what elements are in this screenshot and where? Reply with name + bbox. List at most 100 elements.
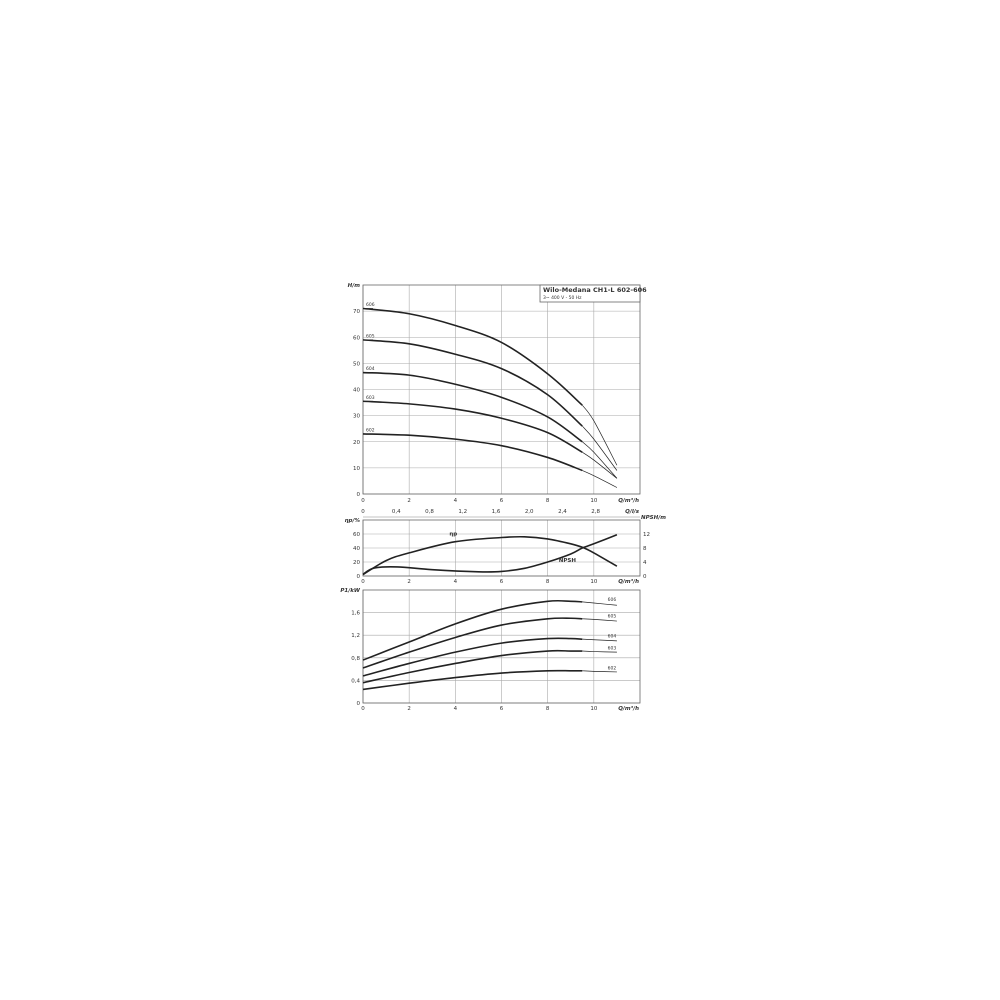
series-line-thick-605 <box>362 339 583 427</box>
x-tick-label: 6 <box>500 498 504 504</box>
y-tick-label: 1,6 <box>351 611 360 617</box>
series-line-NPSH <box>362 533 618 575</box>
series-line-thin-606 <box>582 404 618 466</box>
plot-frame <box>362 519 641 577</box>
series-line-thin-606 <box>582 601 617 606</box>
x-tick-label: 10 <box>590 498 597 504</box>
series-line-thin-603 <box>582 650 617 653</box>
y-tick-label: 50 <box>353 361 360 367</box>
y-tick-label: 1,2 <box>351 633 360 639</box>
x-tick-label: 0 <box>361 706 365 712</box>
series-line-p <box>362 535 618 576</box>
series-label: NPSH <box>559 558 577 564</box>
x-tick-label: 8 <box>546 579 550 585</box>
x-axis-label: Q/m³/h <box>618 578 639 585</box>
y-axis-label: P1/kW <box>340 588 361 594</box>
x-tick-label: 0 <box>361 579 365 585</box>
series-line-thin-604 <box>582 441 618 479</box>
secondary-x-tick-label: 0,4 <box>392 509 401 515</box>
series-label: 605 <box>366 333 375 339</box>
y-tick-label: 0 <box>357 701 361 707</box>
y-tick-label: 0,4 <box>351 678 360 684</box>
y-tick-label: 40 <box>353 546 360 552</box>
y-tick-label: 60 <box>353 532 360 538</box>
y-tick-label: 20 <box>353 560 360 566</box>
chart-panel-3: 0 2 4 6 8 10 0 0,4 0,8 1,2 1,6 P1/kW Q/m³/h 606 605 604… <box>340 588 641 712</box>
x-tick-label: 4 <box>454 579 458 585</box>
secondary-x-tick-label: 0,8 <box>425 509 434 515</box>
series-line-thin-602 <box>582 670 617 673</box>
y-tick-label: 0 <box>357 492 361 498</box>
secondary-x-tick-label: 2,8 <box>591 509 600 515</box>
y-tick-label: 10 <box>353 466 360 472</box>
series-line-thick-603 <box>362 649 583 684</box>
y-right-tick-label: 12 <box>643 532 650 538</box>
y-tick-label: 20 <box>353 440 360 446</box>
title-frame <box>539 284 641 303</box>
chart-subtitle: 3~ 400 V - 50 Hz <box>543 295 582 301</box>
y-right-tick-label: 4 <box>643 560 647 566</box>
series-line-thick-602 <box>362 669 583 691</box>
secondary-x-tick-label: 0 <box>361 509 365 515</box>
title-box: Wilo-Medana CH1-L 602-606 3~ 400 V - 50 … <box>539 284 647 303</box>
series-label: 606 <box>366 302 375 308</box>
x-tick-label: 2 <box>407 579 411 585</box>
series-line-thin-602 <box>582 470 618 488</box>
chart-title: Wilo-Medana CH1-L 602-606 <box>543 286 647 294</box>
series-line-thick-603 <box>362 400 583 453</box>
x-tick-label: 8 <box>546 498 550 504</box>
series-label: ηp <box>449 532 457 538</box>
y-tick-label: 40 <box>353 388 360 394</box>
chart-panel-2: 0 2 4 6 8 10 0 20 40 60 0 4 8 12 NPSH/m ηp/% Q/m³/h ηp NPS… <box>345 515 667 585</box>
y-tick-label: 0,8 <box>351 656 360 662</box>
series-line-thin-603 <box>582 451 618 479</box>
plot-frame <box>362 589 641 704</box>
series-label: 602 <box>366 427 375 433</box>
x-tick-label: 2 <box>407 498 411 504</box>
x-tick-label: 10 <box>590 706 597 712</box>
x-tick-label: 0 <box>361 498 365 504</box>
series-label: 603 <box>608 646 617 652</box>
x-tick-label: 6 <box>500 706 504 712</box>
y-right-tick-label: 8 <box>643 546 647 552</box>
x-tick-label: 10 <box>590 579 597 585</box>
x-axis-label: Q/m³/h <box>618 497 639 504</box>
series-line-thick-604 <box>362 371 583 443</box>
series-line-thick-606 <box>362 599 583 661</box>
series-label: 604 <box>366 366 375 372</box>
series-line-thin-605 <box>582 425 618 471</box>
series-line-thick-604 <box>362 637 583 677</box>
x-tick-label: 4 <box>454 498 458 504</box>
series-line-thick-602 <box>362 433 583 472</box>
chart-panel-1: 0 2 4 6 8 10 0 10 20 30 40 50 60 70 H/m Q/m³/h 0 0,4 0,8 1,… <box>348 283 641 518</box>
x-axis-label: Q/m³/h <box>618 705 639 712</box>
secondary-x-tick-label: 1,6 <box>492 509 501 515</box>
series-label: 602 <box>608 665 617 671</box>
series-line-thick-606 <box>362 307 583 406</box>
x-tick-label: 8 <box>546 706 550 712</box>
secondary-x-tick-label: 2,0 <box>525 509 534 515</box>
y-tick-label: 70 <box>353 309 360 315</box>
series-line-thin-605 <box>582 618 617 622</box>
y-tick-label: 30 <box>353 414 360 420</box>
series-line-thick-605 <box>362 617 583 669</box>
secondary-x-tick-label: 2,4 <box>558 509 567 515</box>
series-label: 604 <box>608 634 617 640</box>
secondary-x-tick-label: 1,2 <box>458 509 467 515</box>
y-right-axis-label: NPSH/m <box>641 515 666 521</box>
y-axis-label: H/m <box>348 283 361 289</box>
plot-frame <box>362 284 641 495</box>
series-label: 605 <box>608 613 617 619</box>
x-tick-label: 6 <box>500 579 504 585</box>
x-tick-label: 2 <box>407 706 411 712</box>
x-tick-label: 4 <box>454 706 458 712</box>
series-label: 603 <box>366 395 375 401</box>
y-axis-label: ηp/% <box>345 518 361 524</box>
secondary-x-axis-label: Q/l/s <box>625 509 640 515</box>
y-tick-label: 60 <box>353 335 360 341</box>
series-label: 606 <box>608 597 617 603</box>
y-tick-label: 0 <box>357 574 361 580</box>
series-line-thin-604 <box>582 638 617 642</box>
